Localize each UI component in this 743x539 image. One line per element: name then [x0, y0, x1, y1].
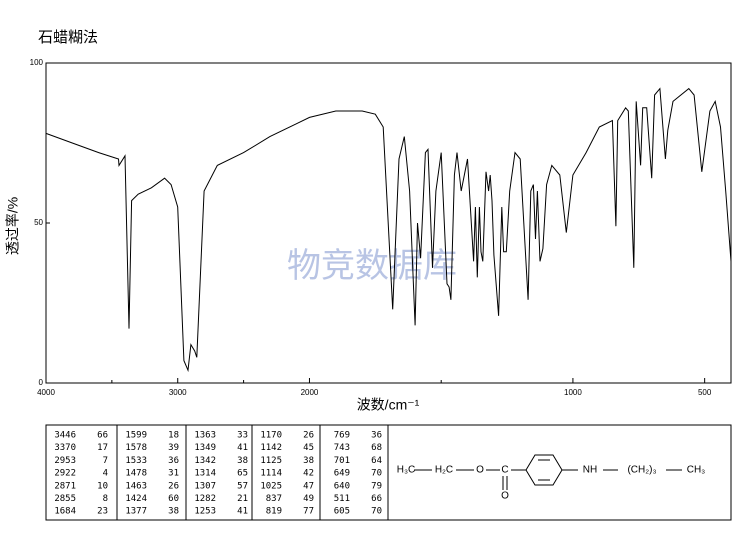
peak-transmittance: 4	[103, 469, 108, 479]
peak-wavenumber: 1578	[125, 443, 147, 453]
y-tick-label: 50	[34, 218, 43, 227]
peak-wavenumber: 511	[334, 494, 350, 504]
peak-wavenumber: 743	[334, 443, 350, 453]
peak-wavenumber: 3446	[54, 431, 76, 441]
peak-transmittance: 70	[371, 507, 382, 517]
peak-wavenumber: 819	[266, 507, 282, 517]
peak-transmittance: 33	[237, 431, 248, 441]
peak-transmittance: 26	[303, 431, 314, 441]
peak-transmittance: 65	[237, 469, 248, 479]
structure-label: CH₃	[687, 465, 706, 476]
peak-transmittance: 57	[237, 481, 248, 491]
peak-wavenumber: 2855	[54, 494, 76, 504]
structure-label: O	[476, 465, 484, 476]
peak-transmittance: 60	[168, 494, 179, 504]
peak-transmittance: 7	[103, 456, 108, 466]
peak-wavenumber: 1170	[260, 431, 282, 441]
peak-transmittance: 41	[237, 507, 248, 517]
x-tick-label: 500	[698, 388, 712, 397]
y-tick-label: 0	[39, 378, 44, 387]
peak-transmittance: 26	[168, 481, 179, 491]
structure-label: H₂C	[435, 465, 453, 476]
peak-wavenumber: 2922	[54, 469, 76, 479]
peak-transmittance: 23	[97, 507, 108, 517]
peak-transmittance: 38	[237, 456, 248, 466]
peak-transmittance: 8	[103, 494, 108, 504]
peak-transmittance: 36	[168, 456, 179, 466]
peak-wavenumber: 1363	[194, 431, 216, 441]
peak-transmittance: 10	[97, 481, 108, 491]
peak-wavenumber: 640	[334, 481, 350, 491]
peak-wavenumber: 1599	[125, 431, 147, 441]
peak-wavenumber: 1684	[54, 507, 76, 517]
peak-transmittance: 79	[371, 481, 382, 491]
peak-wavenumber: 1342	[194, 456, 216, 466]
peak-wavenumber: 1533	[125, 456, 147, 466]
peak-transmittance: 42	[303, 469, 314, 479]
peak-transmittance: 64	[371, 456, 382, 466]
peak-wavenumber: 605	[334, 507, 350, 517]
structure-label: H₃C	[397, 465, 416, 476]
structure-label: (CH₂)₃	[627, 465, 656, 476]
peak-transmittance: 66	[371, 494, 382, 504]
y-axis-label: 透过率/%	[5, 197, 21, 255]
x-axis-label: 波数/cm⁻¹	[357, 397, 420, 413]
structure-label: C	[501, 465, 508, 476]
peak-wavenumber: 3370	[54, 443, 76, 453]
peak-wavenumber: 2953	[54, 456, 76, 466]
peak-wavenumber: 1125	[260, 456, 282, 466]
peak-wavenumber: 837	[266, 494, 282, 504]
peak-transmittance: 70	[371, 469, 382, 479]
peak-transmittance: 21	[237, 494, 248, 504]
peak-wavenumber: 649	[334, 469, 350, 479]
peak-transmittance: 49	[303, 494, 314, 504]
peak-wavenumber: 1478	[125, 469, 147, 479]
x-tick-label: 3000	[169, 388, 187, 397]
peak-wavenumber: 1314	[194, 469, 216, 479]
structure-label: NH	[583, 465, 597, 476]
peak-transmittance: 17	[97, 443, 108, 453]
peak-transmittance: 47	[303, 481, 314, 491]
peak-transmittance: 31	[168, 469, 179, 479]
structure-label: O	[501, 491, 509, 502]
peak-wavenumber: 1463	[125, 481, 147, 491]
peak-wavenumber: 1253	[194, 507, 216, 517]
peak-transmittance: 36	[371, 431, 382, 441]
peak-wavenumber: 1349	[194, 443, 216, 453]
watermark: 物竞数据库	[287, 247, 457, 285]
y-tick-label: 100	[30, 58, 44, 67]
x-tick-label: 4000	[37, 388, 55, 397]
peak-transmittance: 18	[168, 431, 179, 441]
peak-wavenumber: 1142	[260, 443, 282, 453]
peak-transmittance: 68	[371, 443, 382, 453]
peak-transmittance: 38	[303, 456, 314, 466]
peak-wavenumber: 1377	[125, 507, 147, 517]
peak-wavenumber: 1282	[194, 494, 216, 504]
x-tick-label: 1000	[564, 388, 582, 397]
title: 石蜡糊法	[38, 29, 98, 46]
structure-bonds	[414, 454, 682, 490]
peak-wavenumber: 1307	[194, 481, 216, 491]
x-tick-label: 2000	[301, 388, 319, 397]
peak-wavenumber: 1025	[260, 481, 282, 491]
peak-transmittance: 66	[97, 431, 108, 441]
peak-wavenumber: 701	[334, 456, 350, 466]
peak-transmittance: 39	[168, 443, 179, 453]
spectrum-line	[45, 87, 732, 373]
peak-wavenumber: 769	[334, 431, 350, 441]
peak-wavenumber: 1114	[260, 469, 282, 479]
peak-wavenumber: 2871	[54, 481, 76, 491]
peak-wavenumber: 1424	[125, 494, 147, 504]
peak-transmittance: 77	[303, 507, 314, 517]
peak-transmittance: 45	[303, 443, 314, 453]
peak-transmittance: 41	[237, 443, 248, 453]
peak-transmittance: 38	[168, 507, 179, 517]
